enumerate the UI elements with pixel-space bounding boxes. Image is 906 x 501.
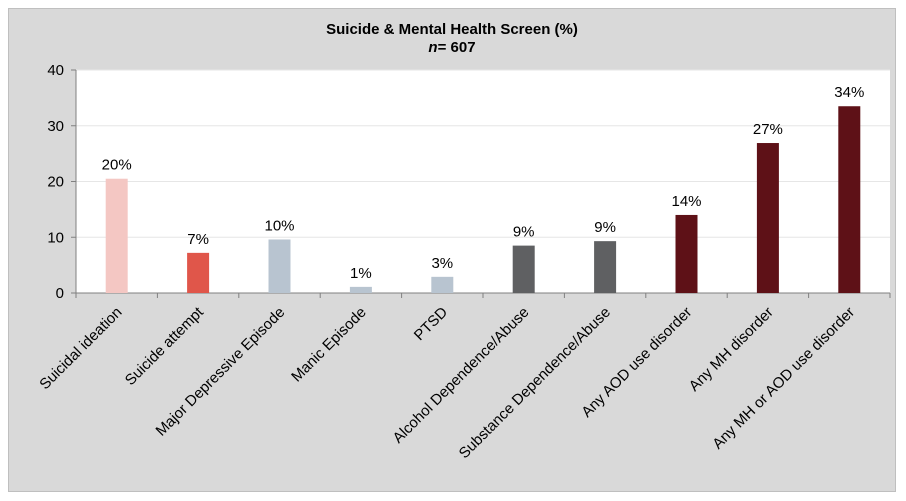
data-label: 9% xyxy=(594,219,616,236)
data-label: 20% xyxy=(102,157,132,174)
data-label: 14% xyxy=(671,193,701,210)
bar xyxy=(512,245,535,293)
category-label: Manic Episode xyxy=(288,304,370,386)
data-label: 1% xyxy=(350,265,372,282)
chart-title: Suicide & Mental Health Screen (%) xyxy=(326,21,578,38)
data-label: 7% xyxy=(187,231,209,248)
bar xyxy=(105,178,128,293)
bar xyxy=(594,241,617,293)
data-label: 10% xyxy=(264,217,294,234)
bar xyxy=(349,286,372,293)
bar xyxy=(756,143,779,293)
chart-subtitle: n= 607 xyxy=(9,39,895,57)
category-label: Any MH or AOD use disorder xyxy=(709,304,858,453)
bar xyxy=(187,252,210,293)
category-label: Substance Dependence/Abuse xyxy=(456,304,614,462)
data-label: 34% xyxy=(834,84,864,101)
category-label: Suicidal ideation xyxy=(36,304,125,393)
subtitle-variable: n xyxy=(428,39,438,56)
bar xyxy=(675,214,698,293)
category-label: Any MH disorder xyxy=(686,304,777,395)
bar xyxy=(268,239,291,293)
y-tick-label: 40 xyxy=(47,62,64,79)
category-label: Suicide attempt xyxy=(122,303,208,389)
category-label: PTSD xyxy=(411,304,451,344)
data-label: 9% xyxy=(513,224,535,241)
category-label: Major Depressive Episode xyxy=(153,304,289,440)
bar xyxy=(838,106,861,293)
bar xyxy=(431,276,454,293)
data-label: 27% xyxy=(753,121,783,138)
y-tick-label: 30 xyxy=(47,118,64,135)
data-label: 3% xyxy=(431,255,453,272)
y-tick-label: 0 xyxy=(56,285,64,302)
y-tick-label: 20 xyxy=(47,174,64,191)
category-label: Alcohol Dependence/Abuse xyxy=(390,304,533,447)
subtitle-value: = 607 xyxy=(437,39,476,56)
y-tick-label: 10 xyxy=(47,229,64,246)
